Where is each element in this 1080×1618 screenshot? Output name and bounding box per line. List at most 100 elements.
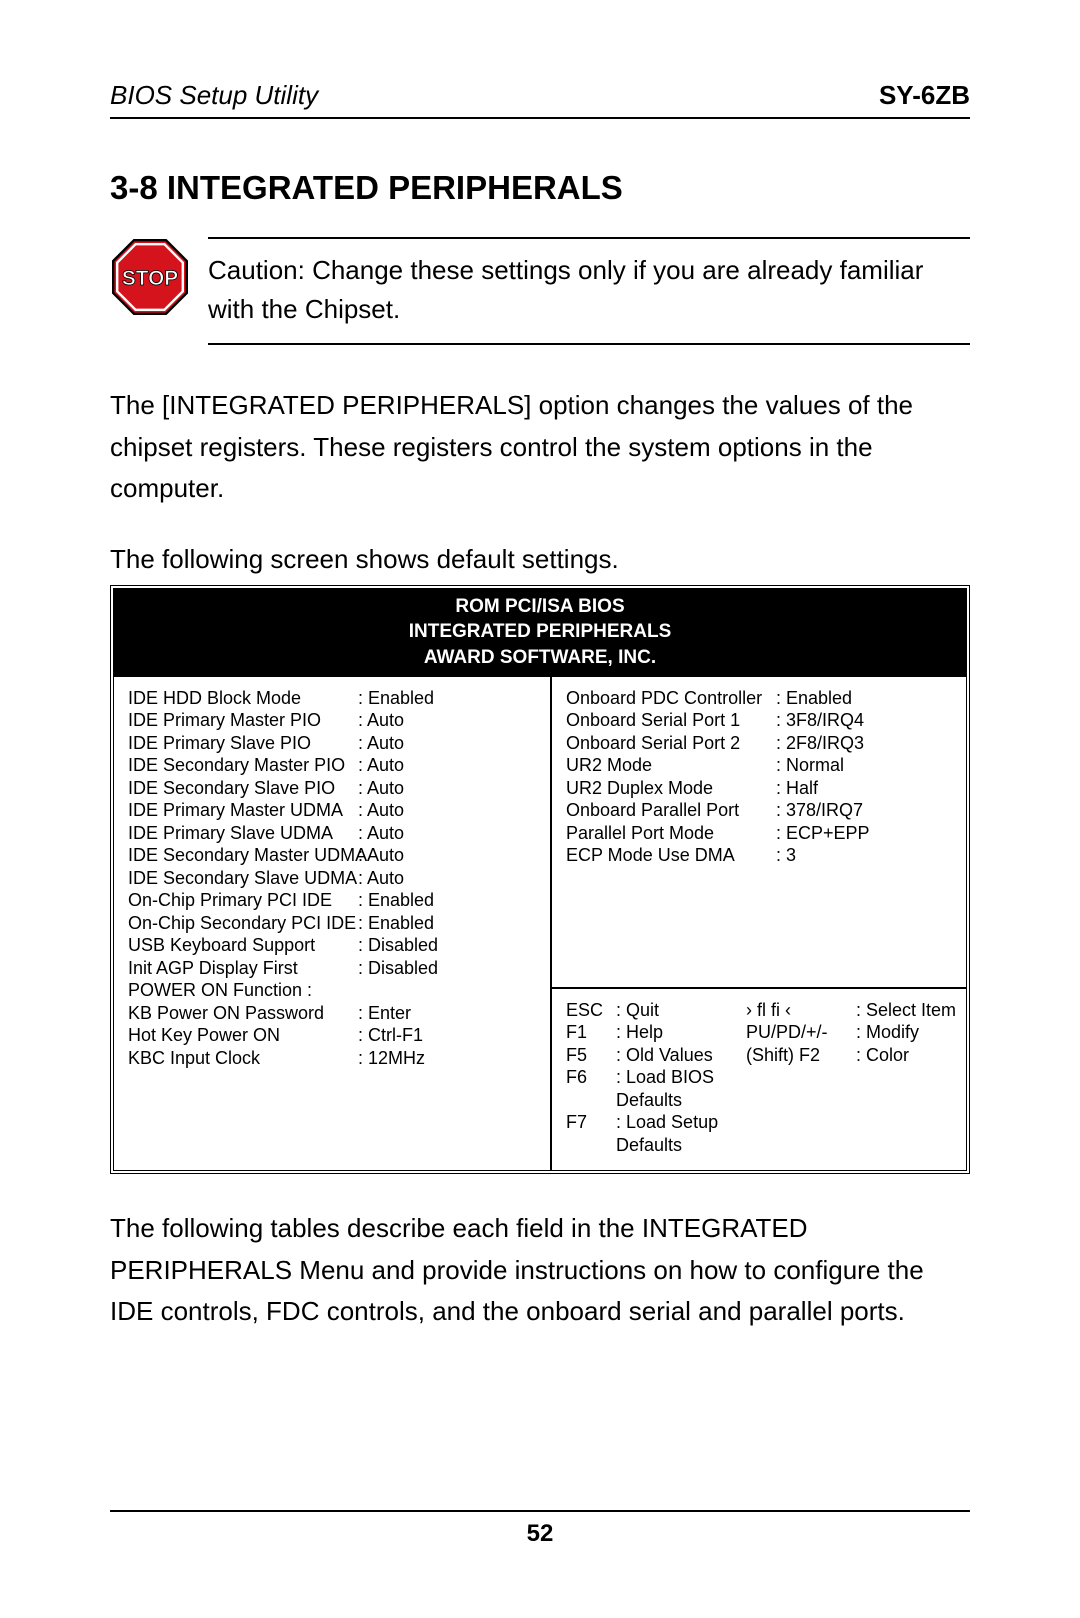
setting-label: IDE Primary Slave PIO xyxy=(128,732,348,755)
setting-label: KB Power ON Password xyxy=(128,1002,348,1025)
document-page: BIOS Setup Utility SY-6ZB 3-8 INTEGRATED… xyxy=(0,0,1080,1618)
setting-value: : Enabled xyxy=(348,687,448,710)
setting-value: : Enabled xyxy=(348,889,448,912)
setting-label: IDE Primary Master UDMA xyxy=(128,799,348,822)
intro-paragraph: The [INTEGRATED PERIPHERALS] option chan… xyxy=(110,385,970,510)
setting-row: Onboard Parallel Port: 378/IRQ7 xyxy=(566,799,958,822)
help-row: ESC: Quit› fl fi ‹: Select Item xyxy=(566,999,958,1022)
bios-body: IDE HDD Block Mode: EnabledIDE Primary M… xyxy=(114,677,966,1171)
bios-help-keys: ESC: Quit› fl fi ‹: Select ItemF1: HelpP… xyxy=(552,989,966,1171)
help-row: F5: Old Values(Shift) F2: Color xyxy=(566,1044,958,1067)
help-row: F6: Load BIOS Defaults xyxy=(566,1066,958,1111)
bios-header-line1: ROM PCI/ISA BIOS xyxy=(114,594,966,620)
setting-row: On-Chip Primary PCI IDE: Enabled xyxy=(128,889,542,912)
setting-label: IDE HDD Block Mode xyxy=(128,687,348,710)
stop-text: STOP xyxy=(122,267,178,290)
bios-header-line3: AWARD SOFTWARE, INC. xyxy=(114,645,966,671)
setting-value: : ECP+EPP xyxy=(766,822,886,845)
setting-value: : 3 xyxy=(766,844,886,867)
bios-header: ROM PCI/ISA BIOS INTEGRATED PERIPHERALS … xyxy=(114,589,966,677)
setting-label: Onboard Serial Port 2 xyxy=(566,732,766,755)
setting-label: IDE Primary Slave UDMA xyxy=(128,822,348,845)
header-left-title: BIOS Setup Utility xyxy=(110,80,318,111)
setting-row: KBC Input Clock: 12MHz xyxy=(128,1047,542,1070)
bios-right-settings: Onboard PDC Controller: EnabledOnboard S… xyxy=(552,677,966,989)
bios-right-column: Onboard PDC Controller: EnabledOnboard S… xyxy=(552,677,966,1171)
setting-value: : 12MHz xyxy=(348,1047,448,1070)
setting-row: IDE Primary Slave PIO: Auto xyxy=(128,732,542,755)
help-action: : Old Values xyxy=(616,1044,746,1067)
help-key: (Shift) F2 xyxy=(746,1044,856,1067)
setting-value: : Auto xyxy=(348,867,448,890)
setting-label: IDE Primary Master PIO xyxy=(128,709,348,732)
setting-value: : Disabled xyxy=(348,934,448,957)
help-action: : Color xyxy=(856,1044,909,1067)
setting-row: IDE Secondary Slave UDMA: Auto xyxy=(128,867,542,890)
screen-intro-text: The following screen shows default setti… xyxy=(110,544,970,575)
setting-label: IDE Secondary Master UDMA xyxy=(128,844,348,867)
setting-row: IDE HDD Block Mode: Enabled xyxy=(128,687,542,710)
setting-row: IDE Secondary Master PIO: Auto xyxy=(128,754,542,777)
page-number: 52 xyxy=(527,1520,554,1547)
bios-left-column: IDE HDD Block Mode: EnabledIDE Primary M… xyxy=(114,677,552,1171)
setting-row: IDE Secondary Slave PIO: Auto xyxy=(128,777,542,800)
help-key: ESC xyxy=(566,999,616,1022)
setting-value: : Auto xyxy=(348,732,448,755)
setting-label: On-Chip Primary PCI IDE xyxy=(128,889,348,912)
setting-row: POWER ON Function : xyxy=(128,979,542,1002)
page-footer: 52 xyxy=(110,1510,970,1548)
section-title: 3-8 INTEGRATED PERIPHERALS xyxy=(110,169,970,207)
help-action: : Modify xyxy=(856,1021,919,1044)
setting-row: KB Power ON Password : Enter xyxy=(128,1002,542,1025)
help-key xyxy=(746,1066,856,1111)
setting-label: On-Chip Secondary PCI IDE xyxy=(128,912,348,935)
setting-row: IDE Primary Master UDMA: Auto xyxy=(128,799,542,822)
setting-value: : Ctrl-F1 xyxy=(348,1024,448,1047)
setting-row: IDE Secondary Master UDMA: Auto xyxy=(128,844,542,867)
setting-label: UR2 Duplex Mode xyxy=(566,777,766,800)
setting-row: Hot Key Power ON: Ctrl-F1 xyxy=(128,1024,542,1047)
setting-value: : Enabled xyxy=(766,687,886,710)
setting-row: ECP Mode Use DMA: 3 xyxy=(566,844,958,867)
setting-label: Init AGP Display First xyxy=(128,957,348,980)
setting-label: IDE Secondary Slave UDMA xyxy=(128,867,348,890)
page-header: BIOS Setup Utility SY-6ZB xyxy=(110,80,970,119)
setting-value: : Normal xyxy=(766,754,886,777)
setting-value: : Half xyxy=(766,777,886,800)
header-right-model: SY-6ZB xyxy=(879,80,970,111)
setting-label: ECP Mode Use DMA xyxy=(566,844,766,867)
bios-header-line2: INTEGRATED PERIPHERALS xyxy=(114,619,966,645)
setting-row: Onboard Serial Port 1: 3F8/IRQ4 xyxy=(566,709,958,732)
setting-value: : 378/IRQ7 xyxy=(766,799,886,822)
help-key: F6 xyxy=(566,1066,616,1111)
setting-value: : Auto xyxy=(348,754,448,777)
setting-value: : Auto xyxy=(348,844,448,867)
setting-row: IDE Primary Master PIO: Auto xyxy=(128,709,542,732)
setting-row: UR2 Duplex Mode: Half xyxy=(566,777,958,800)
setting-label: IDE Secondary Master PIO xyxy=(128,754,348,777)
setting-row: IDE Primary Slave UDMA: Auto xyxy=(128,822,542,845)
help-key xyxy=(746,1111,856,1156)
setting-row: Parallel Port Mode: ECP+EPP xyxy=(566,822,958,845)
help-action: : Quit xyxy=(616,999,746,1022)
setting-row: UR2 Mode: Normal xyxy=(566,754,958,777)
help-key: F1 xyxy=(566,1021,616,1044)
setting-label: Onboard PDC Controller xyxy=(566,687,766,710)
setting-value xyxy=(348,979,448,1002)
caution-text: Caution: Change these settings only if y… xyxy=(208,237,970,345)
setting-label: IDE Secondary Slave PIO xyxy=(128,777,348,800)
stop-sign-icon: STOP xyxy=(110,237,190,322)
help-action: : Load Setup Defaults xyxy=(616,1111,746,1156)
help-key: › fl fi ‹ xyxy=(746,999,856,1022)
setting-value: : Disabled xyxy=(348,957,448,980)
help-action: : Load BIOS Defaults xyxy=(616,1066,746,1111)
setting-value: : 2F8/IRQ3 xyxy=(766,732,886,755)
setting-value: : 3F8/IRQ4 xyxy=(766,709,886,732)
setting-row: On-Chip Secondary PCI IDE: Enabled xyxy=(128,912,542,935)
setting-value: : Auto xyxy=(348,709,448,732)
setting-value: : Auto xyxy=(348,799,448,822)
setting-row: Init AGP Display First : Disabled xyxy=(128,957,542,980)
help-row: F7: Load Setup Defaults xyxy=(566,1111,958,1156)
setting-label: Onboard Parallel Port xyxy=(566,799,766,822)
setting-value: : Enabled xyxy=(348,912,448,935)
